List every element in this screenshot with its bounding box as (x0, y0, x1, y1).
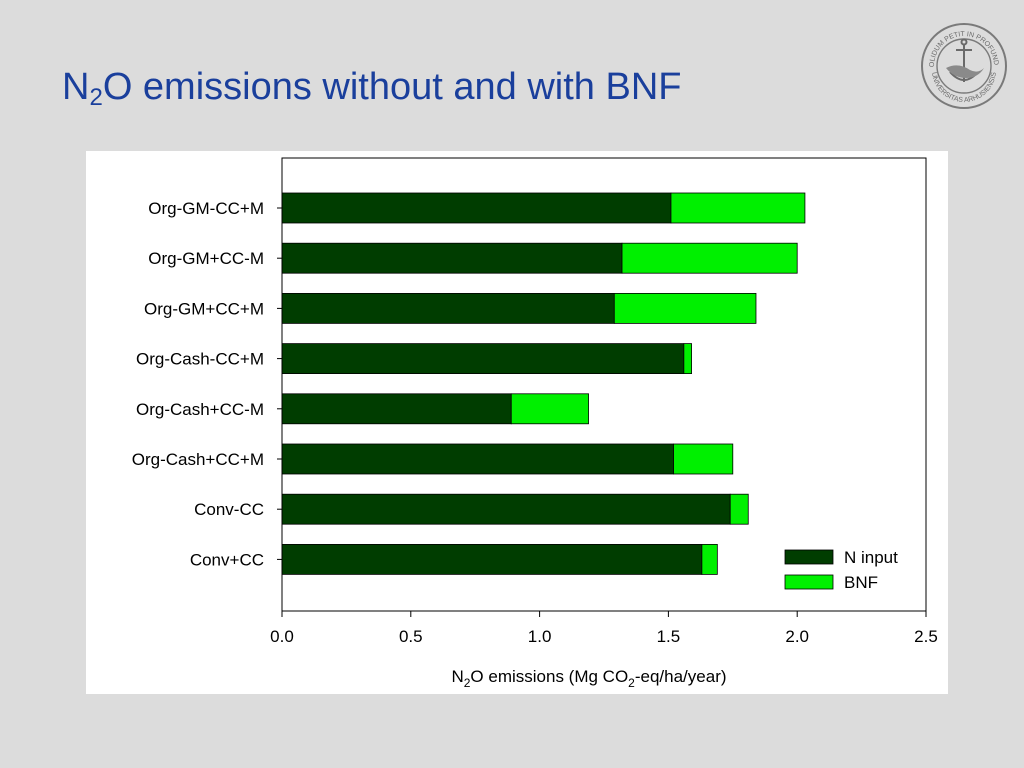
svg-text:SOLIDUM PETIT IN PROFUNDIS: SOLIDUM PETIT IN PROFUNDIS (920, 22, 999, 67)
bar-bnf-4 (683, 343, 692, 375)
bar-bnf-8 (701, 543, 718, 575)
x-tick-label: 0.5 (399, 627, 423, 646)
bar-bnf-6 (673, 443, 734, 475)
bar-bnf-1 (670, 192, 806, 224)
bar-n-input-4 (281, 343, 685, 375)
x-tick-label: 1.0 (528, 627, 552, 646)
legend-label-n-input: N input (844, 548, 898, 567)
x-tick-label: 0.0 (270, 627, 294, 646)
category-axis: Org-GM-CC+M Org-GM+CC-M Org-GM+CC+M Org-Cas… (132, 199, 282, 569)
bar-n-input-1 (281, 192, 672, 224)
legend-swatch-bnf (784, 574, 834, 590)
category-label: Org-Cash+CC+M (132, 450, 264, 469)
legend-label-bnf: BNF (844, 573, 878, 592)
category-label: Org-GM+CC-M (148, 249, 264, 268)
category-label: Org-GM+CC+M (144, 299, 264, 318)
legend-swatch-n-input (784, 549, 834, 565)
x-tick-label: 1.5 (657, 627, 681, 646)
x-axis-label: N2O emissions (Mg CO2-eq/ha/year) (451, 667, 726, 690)
category-label: Conv+CC (190, 550, 264, 569)
university-seal-logo: SOLIDUM PETIT IN PROFUNDIS UNIVERSITAS A… (920, 22, 1007, 109)
bar-n-input-2 (281, 242, 623, 274)
x-tick-label: 2.0 (785, 627, 809, 646)
bar-bnf-7 (729, 493, 749, 525)
title-subscript: 2 (89, 84, 103, 111)
title-n: N (62, 66, 90, 108)
title-rest: O emissions without and with BNF (102, 66, 682, 108)
category-label: Org-Cash-CC+M (136, 350, 264, 369)
chart-panel: Org-GM-CC+M Org-GM+CC-M Org-GM+CC+M Org-Cas… (86, 151, 948, 694)
category-label: Conv-CC (194, 500, 264, 519)
legend: N input BNF (784, 548, 898, 592)
bar-n-input-7 (281, 493, 731, 525)
dolphin-icon (946, 65, 984, 78)
bars-layer (281, 192, 806, 575)
plot-frame (281, 157, 927, 612)
slide-title: N2O emissions without and with BNF (62, 62, 681, 112)
bar-n-input-6 (281, 443, 674, 475)
stacked-bar-chart: Org-GM-CC+M Org-GM+CC-M Org-GM+CC+M Org-Cas… (132, 157, 938, 690)
bar-n-input-8 (281, 543, 703, 575)
bar-bnf-3 (613, 292, 757, 324)
bar-bnf-2 (621, 242, 798, 274)
seal-text-top: SOLIDUM PETIT IN PROFUNDIS (920, 22, 999, 67)
category-label: Org-Cash+CC-M (136, 400, 264, 419)
x-tick-label: 2.5 (914, 627, 938, 646)
bar-n-input-3 (281, 292, 615, 324)
bar-n-input-5 (281, 393, 512, 425)
bar-bnf-5 (510, 393, 589, 425)
category-label: Org-GM-CC+M (148, 199, 264, 218)
x-axis: 0.0 0.5 1.0 1.5 2.0 2.5 (270, 611, 938, 646)
